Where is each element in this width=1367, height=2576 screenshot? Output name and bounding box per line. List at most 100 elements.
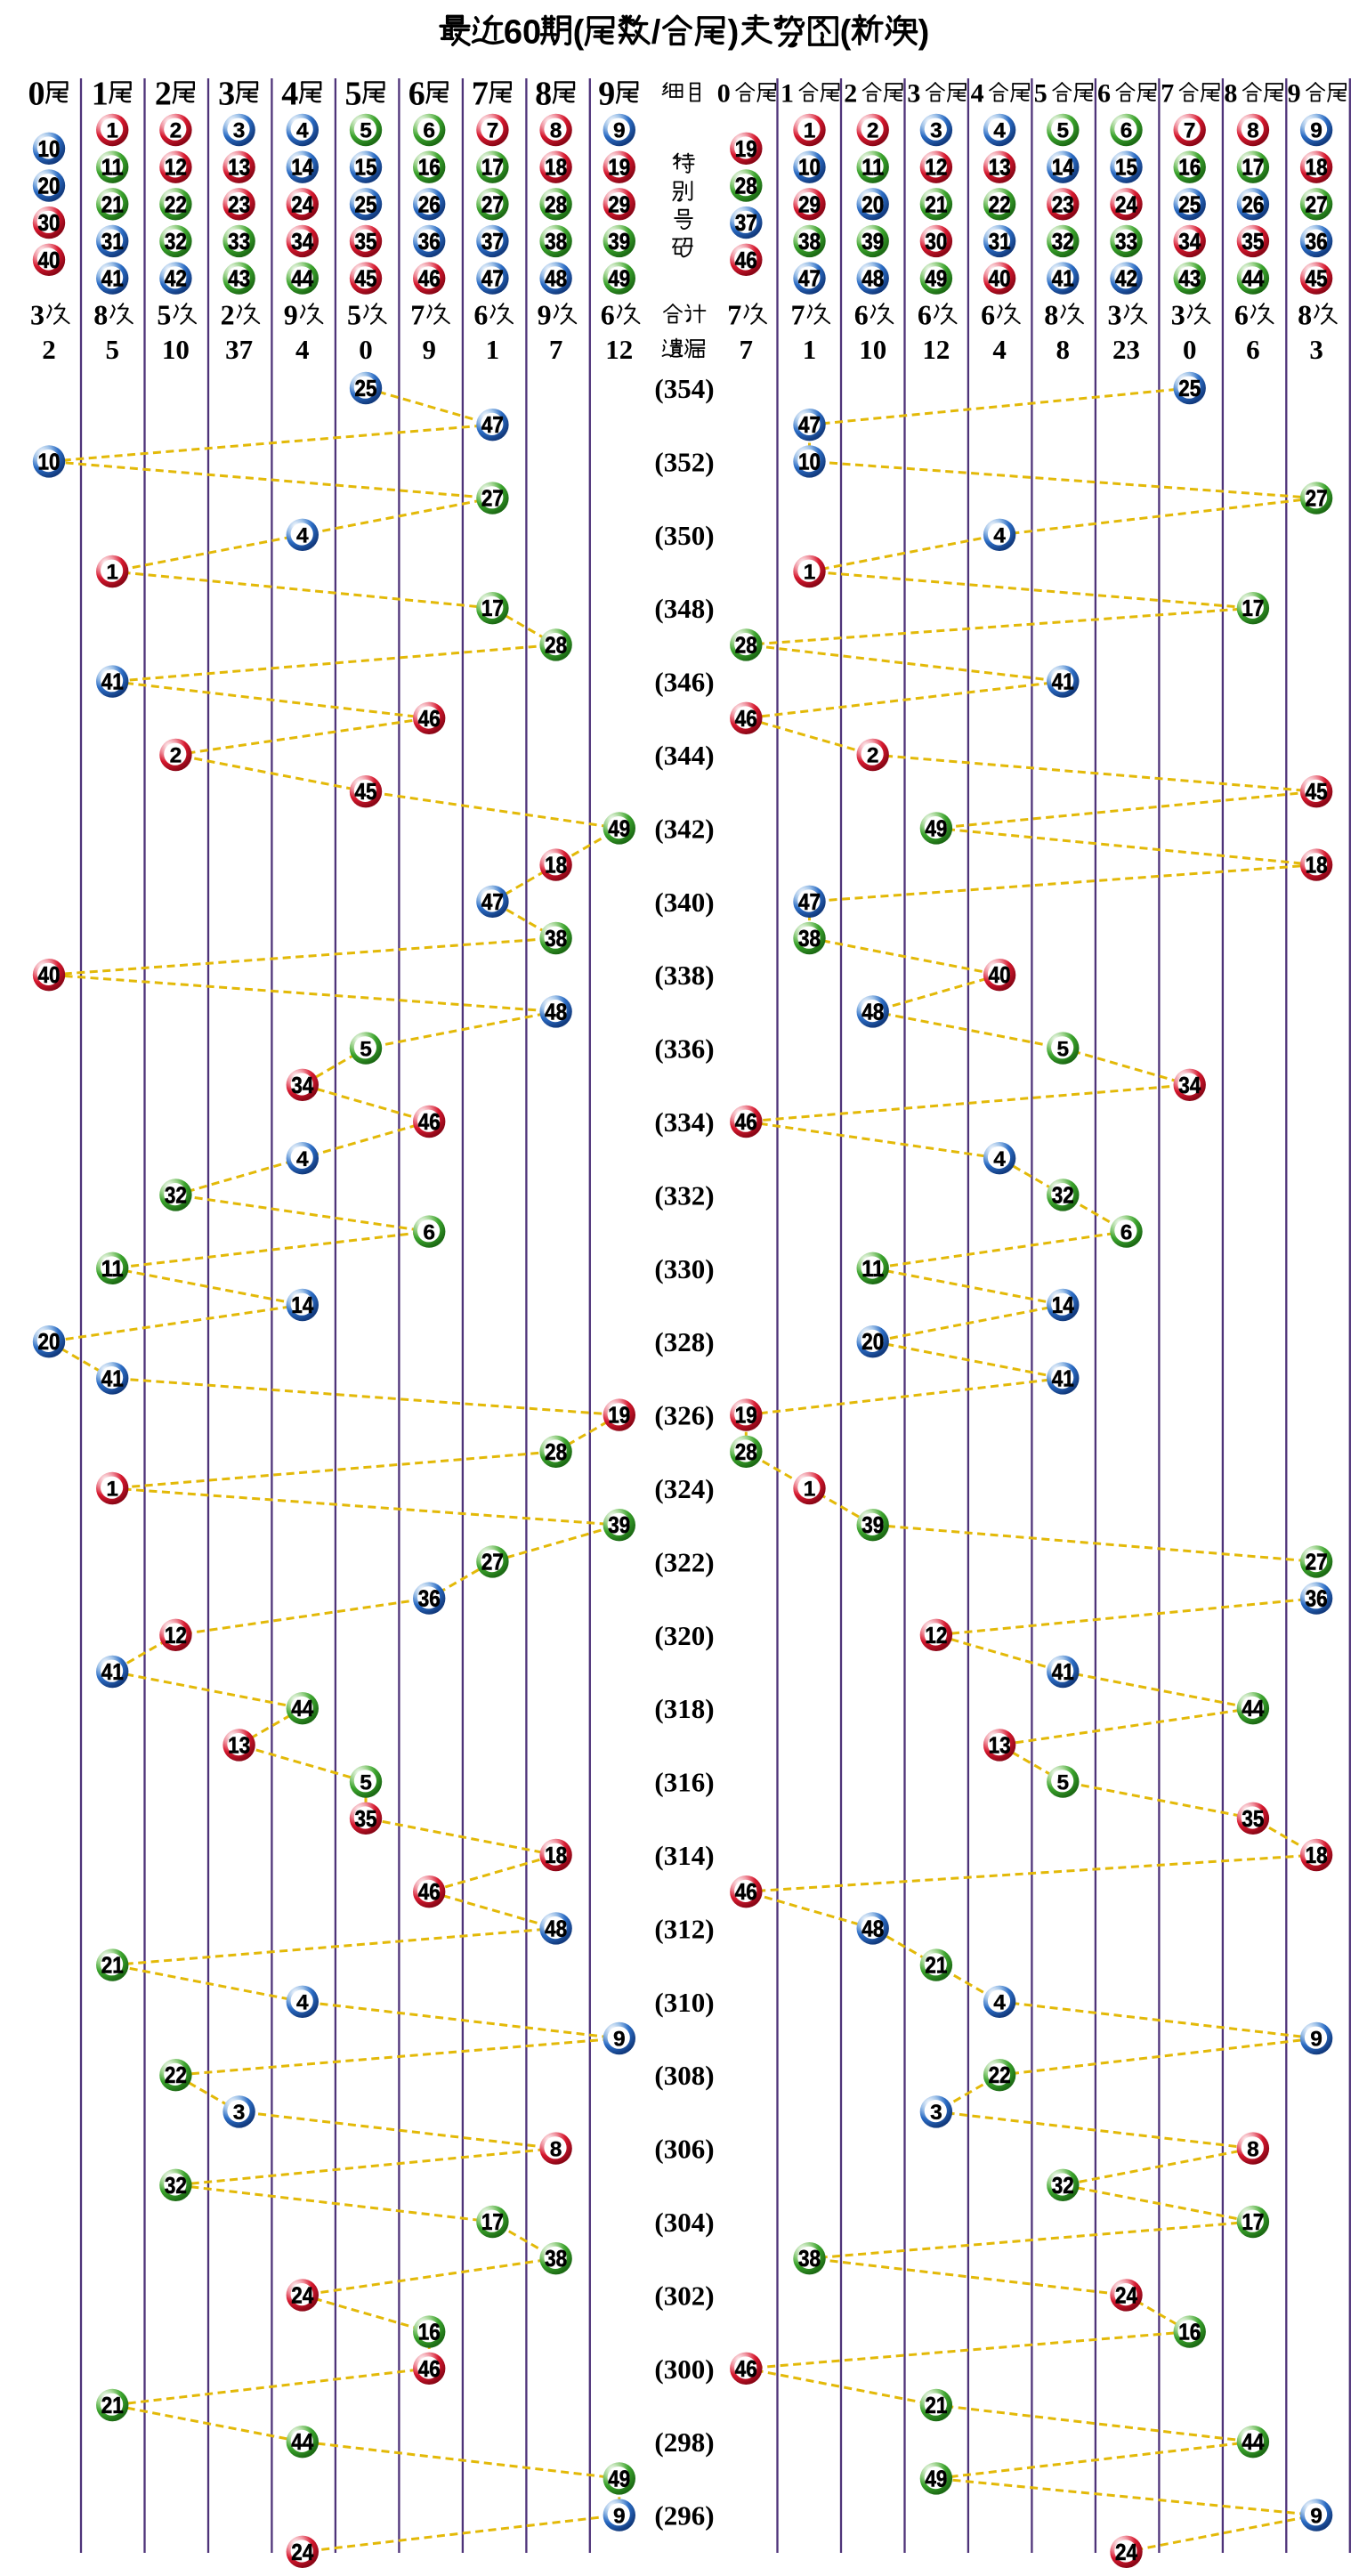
- svg-text:(336): (336): [654, 1033, 714, 1065]
- svg-text:15: 15: [1115, 154, 1137, 181]
- svg-text:9: 9: [538, 298, 552, 330]
- svg-text:9: 9: [613, 2504, 626, 2528]
- svg-text:27: 27: [1306, 485, 1328, 512]
- svg-text:47: 47: [798, 888, 821, 915]
- svg-text:(316): (316): [654, 1767, 714, 1798]
- svg-text:49: 49: [608, 265, 630, 292]
- svg-text:8: 8: [1056, 334, 1071, 365]
- svg-text:44: 44: [291, 1695, 313, 1721]
- svg-text:46: 46: [735, 1108, 757, 1135]
- svg-text:44: 44: [1242, 1695, 1264, 1721]
- svg-text:(326): (326): [654, 1400, 714, 1431]
- svg-text:5: 5: [1056, 119, 1069, 143]
- svg-text:45: 45: [1306, 778, 1328, 805]
- svg-text:41: 41: [1052, 668, 1074, 695]
- svg-text:47: 47: [798, 265, 821, 292]
- svg-text:(348): (348): [654, 593, 714, 624]
- svg-text:4: 4: [296, 119, 309, 143]
- svg-text:32: 32: [165, 2172, 187, 2199]
- svg-text:46: 46: [735, 247, 757, 273]
- svg-text:48: 48: [545, 1915, 567, 1941]
- svg-text:16: 16: [418, 2319, 441, 2345]
- svg-text:42: 42: [1115, 265, 1137, 292]
- svg-text:(318): (318): [654, 1693, 714, 1724]
- svg-text:12: 12: [165, 1622, 187, 1648]
- svg-text:13: 13: [228, 154, 250, 181]
- svg-text:(342): (342): [654, 813, 714, 844]
- svg-text:8: 8: [1044, 298, 1058, 330]
- svg-text:(340): (340): [654, 887, 714, 918]
- svg-text:20: 20: [861, 1328, 884, 1355]
- svg-text:46: 46: [418, 265, 441, 292]
- svg-text:14: 14: [291, 154, 313, 181]
- svg-text:23: 23: [228, 190, 250, 217]
- svg-text:20: 20: [861, 190, 884, 217]
- svg-text:5: 5: [1056, 1770, 1069, 1794]
- svg-text:36: 36: [418, 228, 441, 255]
- svg-text:0: 0: [28, 76, 45, 113]
- svg-text:46: 46: [735, 705, 757, 732]
- svg-text:7: 7: [791, 298, 805, 330]
- svg-text:38: 38: [545, 228, 567, 255]
- svg-text:4: 4: [993, 119, 1006, 143]
- svg-text:38: 38: [545, 2245, 567, 2272]
- svg-text:4: 4: [993, 1991, 1006, 2015]
- svg-text:2: 2: [867, 119, 879, 143]
- svg-text:2: 2: [42, 334, 56, 365]
- svg-text:(354): (354): [654, 373, 714, 404]
- svg-text:4: 4: [993, 1147, 1006, 1171]
- svg-text:3: 3: [907, 79, 920, 109]
- svg-text:10: 10: [162, 334, 190, 365]
- svg-text:17: 17: [481, 2208, 504, 2235]
- svg-text:17: 17: [1242, 2208, 1264, 2235]
- svg-text:6: 6: [408, 76, 425, 113]
- svg-text:21: 21: [925, 190, 947, 217]
- svg-text:25: 25: [355, 375, 377, 401]
- svg-text:32: 32: [1052, 228, 1074, 255]
- svg-text:49: 49: [925, 265, 947, 292]
- svg-text:31: 31: [101, 228, 124, 255]
- svg-text:28: 28: [735, 1438, 757, 1465]
- svg-text:41: 41: [101, 1658, 124, 1685]
- svg-text:29: 29: [608, 190, 630, 217]
- svg-text:49: 49: [925, 2465, 947, 2491]
- svg-text:(308): (308): [654, 2060, 714, 2091]
- svg-text:39: 39: [608, 1511, 630, 1538]
- svg-text:17: 17: [1242, 595, 1264, 621]
- svg-text:48: 48: [861, 265, 884, 292]
- svg-text:24: 24: [291, 190, 313, 217]
- svg-text:10: 10: [859, 334, 886, 365]
- svg-text:33: 33: [228, 228, 250, 255]
- svg-text:5: 5: [157, 298, 171, 330]
- svg-text:35: 35: [355, 228, 377, 255]
- svg-text:(320): (320): [654, 1620, 714, 1651]
- svg-text:5: 5: [360, 119, 372, 143]
- svg-text:14: 14: [1052, 154, 1074, 181]
- svg-text:5: 5: [105, 334, 119, 365]
- svg-text:28: 28: [545, 190, 567, 217]
- svg-text:4: 4: [992, 334, 1007, 365]
- svg-text:19: 19: [735, 1402, 757, 1429]
- svg-text:37: 37: [735, 209, 757, 236]
- svg-text:41: 41: [101, 1365, 124, 1391]
- svg-text:6: 6: [1120, 1220, 1133, 1244]
- svg-text:(300): (300): [654, 2353, 714, 2385]
- svg-text:28: 28: [735, 631, 757, 658]
- svg-text:(322): (322): [654, 1546, 714, 1577]
- svg-text:34: 34: [291, 1072, 313, 1098]
- svg-text:9: 9: [598, 76, 615, 113]
- svg-text:2: 2: [844, 79, 857, 109]
- svg-text:): ): [918, 14, 930, 52]
- svg-text:2: 2: [170, 119, 182, 143]
- svg-text:46: 46: [735, 1878, 757, 1905]
- svg-text:11: 11: [861, 154, 884, 181]
- svg-text:24: 24: [1115, 2281, 1137, 2308]
- svg-text:7: 7: [1161, 79, 1174, 109]
- svg-text:18: 18: [1306, 1842, 1328, 1868]
- svg-text:(306): (306): [654, 2134, 714, 2165]
- svg-text:47: 47: [481, 888, 504, 915]
- svg-text:1: 1: [106, 119, 118, 143]
- svg-text:22: 22: [165, 2062, 187, 2088]
- svg-text:34: 34: [1178, 1072, 1201, 1098]
- svg-text:38: 38: [798, 925, 821, 952]
